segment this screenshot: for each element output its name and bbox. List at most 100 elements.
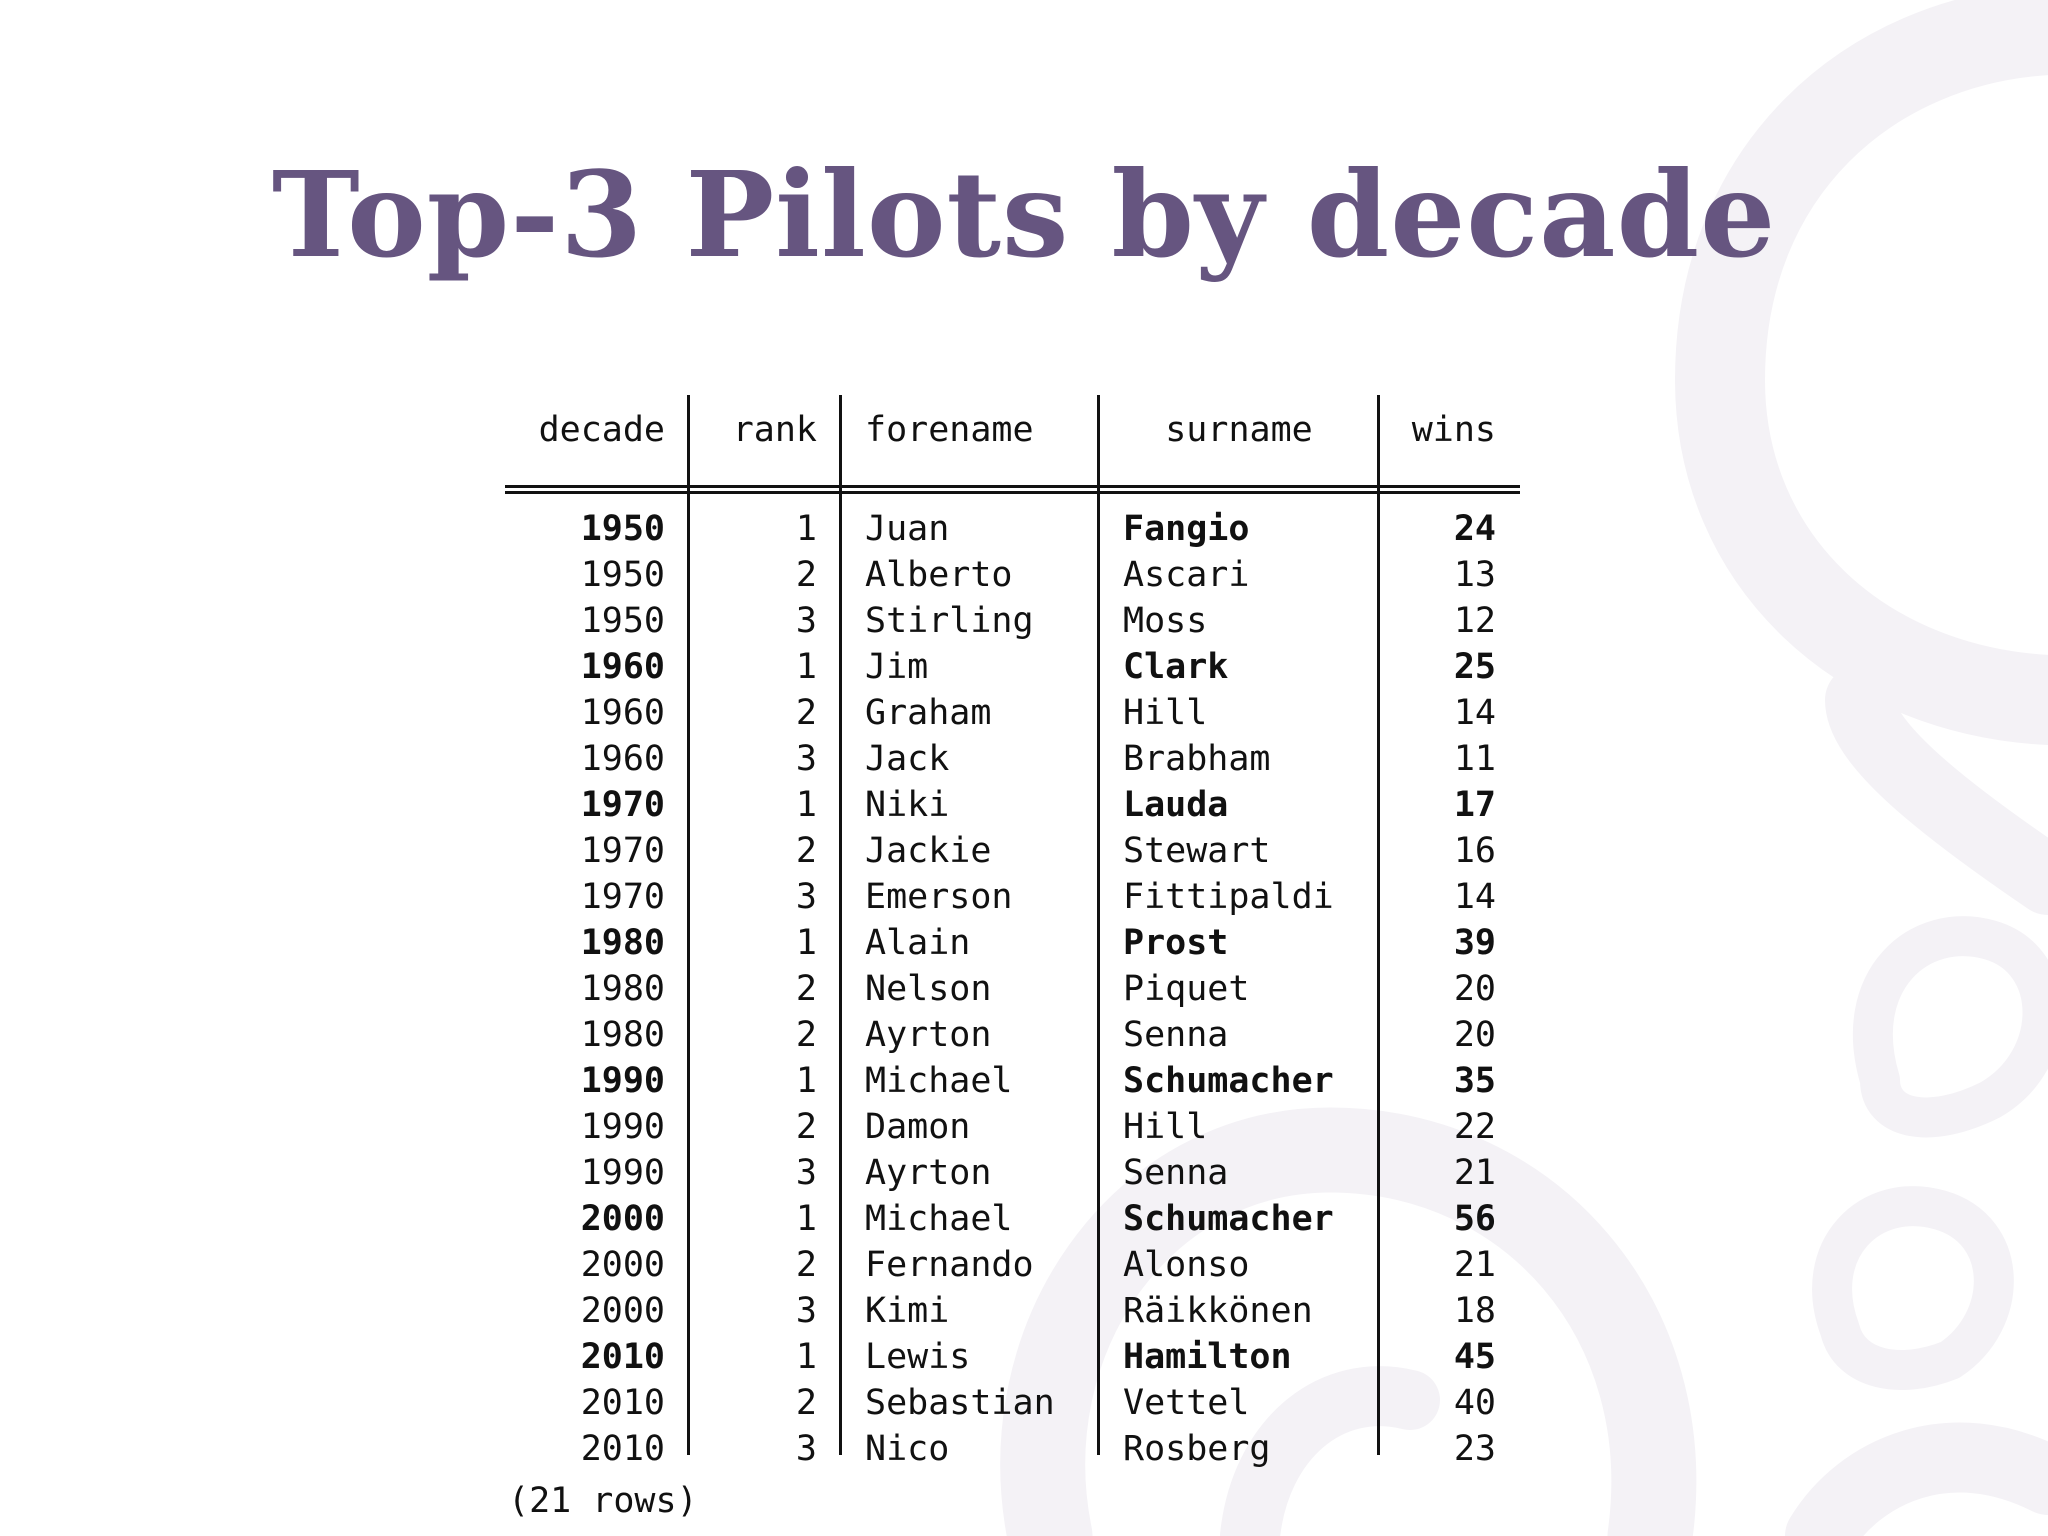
cell-rank: 3 — [795, 601, 817, 641]
table-row: 1970 1 Niki Lauda 17 — [505, 782, 1520, 828]
cell-wins: 14 — [1453, 693, 1496, 733]
cell-surname: Hill — [1123, 693, 1208, 733]
cell-rank: 3 — [795, 1429, 817, 1469]
cell-decade: 1950 — [580, 601, 665, 641]
cell-decade: 1980 — [580, 923, 665, 963]
cell-rank: 2 — [795, 969, 817, 1009]
cell-forename: Jim — [865, 647, 929, 687]
cell-decade: 1990 — [580, 1107, 665, 1147]
cell-rank: 2 — [795, 693, 817, 733]
cell-wins: 25 — [1453, 647, 1496, 687]
cell-surname: Rosberg — [1123, 1429, 1271, 1469]
cell-decade: 1980 — [580, 969, 665, 1009]
table-row: 2000 2 Fernando Alonso 21 — [505, 1242, 1520, 1288]
cell-wins: 16 — [1453, 831, 1496, 871]
cell-rank: 3 — [795, 877, 817, 917]
cell-forename: Alain — [865, 923, 971, 963]
cell-wins: 21 — [1453, 1153, 1496, 1193]
cell-forename: Fernando — [865, 1245, 1034, 1285]
cell-forename: Sebastian — [865, 1383, 1055, 1423]
cell-rank: 1 — [795, 923, 817, 963]
cell-decade: 1970 — [580, 785, 665, 825]
cell-decade: 2000 — [580, 1245, 665, 1285]
cell-wins: 21 — [1453, 1245, 1496, 1285]
cell-forename: Damon — [865, 1107, 971, 1147]
cell-forename: Kimi — [865, 1291, 950, 1331]
cell-forename: Graham — [865, 693, 992, 733]
query-result-table: decade rank forename surname wins 1950 1 J… — [505, 395, 1520, 1524]
table-body: 1950 1 Juan Fangio 24 1950 2 Alberto Ascari 13 195… — [505, 506, 1520, 1472]
cell-forename: Michael — [865, 1199, 1013, 1239]
cell-forename: Ayrton — [865, 1015, 992, 1055]
cell-surname: Hamilton — [1123, 1337, 1292, 1377]
cell-surname: Schumacher — [1123, 1061, 1334, 1101]
cell-wins: 24 — [1453, 509, 1496, 549]
header-forename: forename — [865, 410, 1034, 450]
cell-decade: 1950 — [580, 509, 665, 549]
cell-forename: Alberto — [865, 555, 1013, 595]
cell-wins: 56 — [1453, 1199, 1496, 1239]
cell-forename: Jackie — [865, 831, 992, 871]
table-row: 2000 1 Michael Schumacher 56 — [505, 1196, 1520, 1242]
header-double-rule — [505, 485, 1520, 494]
table-row: 1950 1 Juan Fangio 24 — [505, 506, 1520, 552]
cell-decade: 1960 — [580, 647, 665, 687]
cell-decade: 2010 — [580, 1429, 665, 1469]
table-header: decade rank forename surname wins — [505, 395, 1520, 465]
cell-rank: 1 — [795, 509, 817, 549]
table-row: 1990 1 Michael Schumacher 35 — [505, 1058, 1520, 1104]
cell-decade: 2010 — [580, 1383, 665, 1423]
table-row: 1990 2 Damon Hill 22 — [505, 1104, 1520, 1150]
cell-surname: Räikkönen — [1123, 1291, 1313, 1331]
cell-decade: 1990 — [580, 1153, 665, 1193]
cell-surname: Ascari — [1123, 555, 1250, 595]
cell-decade: 1960 — [580, 693, 665, 733]
cell-wins: 22 — [1453, 1107, 1496, 1147]
table-row: 1980 2 Nelson Piquet 20 — [505, 966, 1520, 1012]
cell-surname: Clark — [1123, 647, 1229, 687]
table-row: 1980 2 Ayrton Senna 20 — [505, 1012, 1520, 1058]
cell-decade: 2010 — [580, 1337, 665, 1377]
cell-decade: 1970 — [580, 831, 665, 871]
cell-surname: Alonso — [1123, 1245, 1250, 1285]
cell-wins: 14 — [1453, 877, 1496, 917]
cell-wins: 20 — [1453, 969, 1496, 1009]
cell-surname: Stewart — [1123, 831, 1271, 871]
cell-rank: 1 — [795, 785, 817, 825]
cell-rank: 3 — [795, 1153, 817, 1193]
cell-rank: 1 — [795, 1337, 817, 1377]
cell-rank: 3 — [795, 739, 817, 779]
cell-rank: 2 — [795, 1015, 817, 1055]
cell-surname: Lauda — [1123, 785, 1229, 825]
cell-wins: 12 — [1453, 601, 1496, 641]
cell-forename: Stirling — [865, 601, 1034, 641]
cell-wins: 35 — [1453, 1061, 1496, 1101]
table-row: 1990 3 Ayrton Senna 21 — [505, 1150, 1520, 1196]
cell-wins: 17 — [1453, 785, 1496, 825]
table-row: 1950 2 Alberto Ascari 13 — [505, 552, 1520, 598]
cell-surname: Brabham — [1123, 739, 1271, 779]
cell-wins: 18 — [1453, 1291, 1496, 1331]
cell-forename: Jack — [865, 739, 950, 779]
header-wins: wins — [1411, 410, 1496, 450]
cell-rank: 2 — [795, 555, 817, 595]
cell-forename: Juan — [865, 509, 950, 549]
cell-decade: 2000 — [580, 1199, 665, 1239]
cell-rank: 2 — [795, 831, 817, 871]
cell-surname: Senna — [1123, 1153, 1229, 1193]
cell-surname: Moss — [1123, 601, 1208, 641]
table-row: 1960 3 Jack Brabham 11 — [505, 736, 1520, 782]
cell-decade: 1960 — [580, 739, 665, 779]
table-row: 2000 3 Kimi Räikkönen 18 — [505, 1288, 1520, 1334]
cell-forename: Emerson — [865, 877, 1013, 917]
cell-forename: Nico — [865, 1429, 950, 1469]
cell-decade: 1950 — [580, 555, 665, 595]
cell-surname: Schumacher — [1123, 1199, 1334, 1239]
table-row: 1960 2 Graham Hill 14 — [505, 690, 1520, 736]
table-row: 1970 2 Jackie Stewart 16 — [505, 828, 1520, 874]
cell-forename: Michael — [865, 1061, 1013, 1101]
table-row: 2010 2 Sebastian Vettel 40 — [505, 1380, 1520, 1426]
cell-wins: 11 — [1453, 739, 1496, 779]
cell-wins: 39 — [1453, 923, 1496, 963]
